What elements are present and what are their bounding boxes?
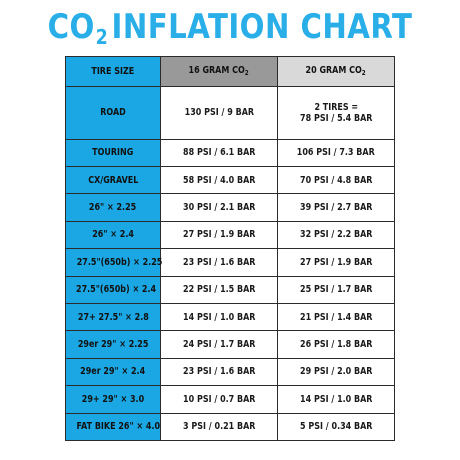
tire-size-cell: FAT BIKE 26" × 4.0 (65, 412, 161, 442)
table-row: ROAD 130 PSI / 9 BAR 2 TIRES = 78 PSI / 5.4… (65, 86, 395, 140)
psi-20-gram-cell: 14 PSI / 1.0 BAR (277, 385, 395, 414)
table-row: TOURING 88 PSI / 6.1 BAR 106 PSI / 7.3 BAR (65, 138, 395, 167)
table-row: 29er 29" × 2.4 23 PSI / 1.6 BAR 29 PSI / 2… (65, 357, 395, 387)
page-title: CO2 INFLATION CHART (32, 3, 428, 51)
tire-size-cell: CX/GRAVEL (65, 165, 161, 195)
psi-20-gram-cell: 29 PSI / 2.0 BAR (277, 357, 395, 387)
table-row: 26" × 2.25 30 PSI / 2.1 BAR 39 PSI / 2.7 B… (65, 193, 395, 222)
psi-20-gram-cell: 26 PSI / 1.8 BAR (277, 330, 395, 359)
table-row: CX/GRAVEL 58 PSI / 4.0 BAR 70 PSI / 4.8 BA… (65, 165, 395, 195)
psi-16-gram-cell: 22 PSI / 1.5 BAR (160, 275, 278, 304)
table-row: FAT BIKE 26" × 4.0 3 PSI / 0.21 BAR 5 PSI … (65, 412, 395, 442)
tire-size-cell: ROAD (65, 86, 161, 140)
tire-size-cell: 27+ 27.5" × 2.8 (65, 302, 161, 332)
psi-16-gram-cell: 23 PSI / 1.6 BAR (160, 357, 278, 387)
psi-16-gram-cell: 23 PSI / 1.6 BAR (160, 248, 278, 277)
tire-size-cell: 27.5"(650b) × 2.25 (65, 248, 162, 277)
tire-size-cell: 27.5"(650b) × 2.4 (65, 275, 161, 304)
psi-20-gram-cell: 70 PSI / 4.8 BAR (277, 165, 395, 195)
tire-size-cell: 29er 29" × 2.25 (65, 330, 161, 359)
psi-16-gram-cell: 3 PSI / 0.21 BAR (160, 412, 278, 442)
psi-16-gram-cell: 130 PSI / 9 BAR (160, 86, 278, 140)
psi-16-gram-cell: 58 PSI / 4.0 BAR (160, 165, 278, 195)
table-row: 27.5"(650b) × 2.25 23 PSI / 1.6 BAR 27 PSI… (65, 248, 395, 277)
psi-20-gram-cell: 39 PSI / 2.7 BAR (277, 193, 395, 222)
inflation-table: TIRE SIZE 16 GRAM CO2 20 GRAM CO2 ROAD 13… (65, 56, 395, 442)
psi-20-gram-cell: 21 PSI / 1.4 BAR (277, 302, 395, 332)
title-rest: INFLATION CHART (111, 7, 413, 47)
tire-size-cell: TOURING (65, 138, 161, 167)
header-tire-size: TIRE SIZE (65, 56, 161, 87)
psi-16-gram-cell: 27 PSI / 1.9 BAR (160, 220, 278, 250)
header-row: TIRE SIZE 16 GRAM CO2 20 GRAM CO2 (65, 56, 395, 87)
psi-16-gram-cell: 10 PSI / 0.7 BAR (160, 385, 278, 414)
title-co: CO (47, 7, 95, 47)
table-row: 29+ 29" × 3.0 10 PSI / 0.7 BAR 14 PSI / 1.… (65, 385, 395, 414)
psi-20-gram-cell: 27 PSI / 1.9 BAR (277, 248, 395, 277)
table-row: 29er 29" × 2.25 24 PSI / 1.7 BAR 26 PSI / … (65, 330, 395, 359)
psi-20-gram-cell: 5 PSI / 0.34 BAR (277, 412, 395, 442)
psi-16-gram-cell: 88 PSI / 6.1 BAR (160, 138, 278, 167)
table-row: 27+ 27.5" × 2.8 14 PSI / 1.0 BAR 21 PSI / … (65, 302, 395, 332)
header-20-gram: 20 GRAM CO2 (277, 56, 395, 87)
psi-16-gram-cell: 24 PSI / 1.7 BAR (160, 330, 278, 359)
tire-size-cell: 29+ 29" × 3.0 (65, 385, 161, 414)
psi-20-gram-cell: 25 PSI / 1.7 BAR (277, 275, 395, 304)
psi-20-gram-cell: 2 TIRES = 78 PSI / 5.4 BAR (277, 86, 395, 140)
tire-size-cell: 26" × 2.25 (65, 193, 161, 222)
table-row: 27.5"(650b) × 2.4 22 PSI / 1.5 BAR 25 PSI … (65, 275, 395, 304)
psi-20-gram-cell: 106 PSI / 7.3 BAR (277, 138, 395, 167)
psi-20-gram-cell: 32 PSI / 2.2 BAR (277, 220, 395, 250)
tire-size-cell: 29er 29" × 2.4 (65, 357, 161, 387)
title-subscript: 2 (95, 25, 109, 49)
psi-16-gram-cell: 14 PSI / 1.0 BAR (160, 302, 278, 332)
table-row: 26" × 2.4 27 PSI / 1.9 BAR 32 PSI / 2.2 BA… (65, 220, 395, 250)
header-16-gram: 16 GRAM CO2 (160, 56, 278, 87)
psi-16-gram-cell: 30 PSI / 2.1 BAR (160, 193, 278, 222)
tire-size-cell: 26" × 2.4 (65, 220, 161, 250)
